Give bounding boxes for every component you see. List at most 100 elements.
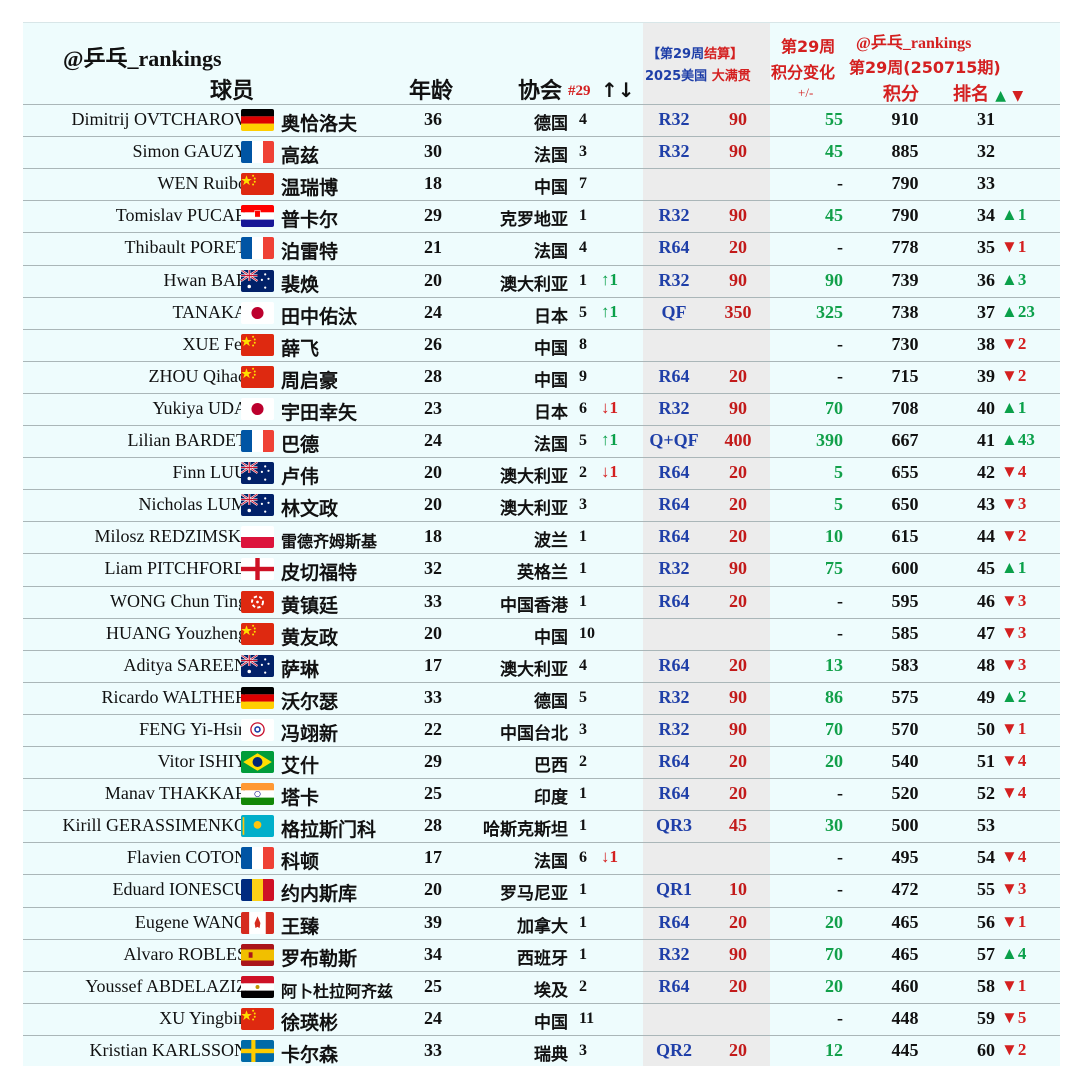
table-row: Manav THAKKAR 塔卡 25 印度 1 R64 20 - 520 52 ▼4 (23, 778, 1060, 810)
player-age: 24 (424, 1007, 442, 1028)
player-name-cn: 薛飞 (281, 337, 320, 360)
rank-movement: ▲3 (1001, 269, 1027, 289)
rank-movement: ▲2 (1001, 686, 1027, 706)
header-points: 积分 (883, 84, 919, 105)
ranking-points: 520 (891, 783, 919, 804)
player-name-cn: 普卡尔 (281, 209, 339, 232)
player-age: 39 (424, 911, 442, 932)
player-name: WEN Ruibo (157, 173, 248, 194)
player-name-cn: 卡尔森 (281, 1043, 339, 1066)
event-points: 20 (729, 1039, 747, 1060)
association: 法国 (534, 242, 568, 263)
points-change: 12 (825, 1039, 843, 1060)
rank-movement: ▲1 (1001, 397, 1027, 417)
player-name-cn: 徐瑛彬 (281, 1011, 339, 1034)
player-age: 28 (424, 365, 442, 386)
event-round: R64 (658, 237, 690, 258)
player-name: Aditya SAREEN (123, 654, 248, 675)
rank-movement: ▼4 (1001, 462, 1027, 482)
player-name-cn: 周启豪 (281, 369, 339, 392)
event-points: 20 (729, 654, 747, 675)
event-round: R32 (658, 943, 690, 964)
player-age: 20 (424, 879, 442, 900)
table-row: Kristian KARLSSON 卡尔森 33 瑞典 3 QR2 20 12 445 60 ▼2 (23, 1034, 1060, 1067)
rank-movement: ▼2 (1001, 333, 1027, 353)
event-round: R64 (658, 526, 690, 547)
world-rank: 53 (977, 815, 995, 836)
event-points: 20 (729, 462, 747, 483)
player-name: Flavien COTON (126, 847, 247, 868)
event-round: Q+QF (649, 430, 699, 450)
points-change: 86 (825, 686, 843, 707)
association-rank: 1 (579, 271, 587, 289)
association: 日本 (534, 402, 568, 423)
world-rank: 55 (977, 879, 995, 900)
france-flag-icon (241, 430, 274, 452)
player-age: 24 (424, 301, 442, 322)
player-name: Thibault PORET (124, 237, 248, 258)
association: 瑞典 (534, 1044, 568, 1065)
event-points: 90 (729, 718, 747, 739)
player-age: 25 (424, 783, 442, 804)
ranking-points: 667 (891, 430, 919, 450)
player-name: HUANG Youzheng (105, 622, 247, 643)
points-change: 45 (825, 205, 843, 226)
association: 哈斯克斯坦 (483, 820, 568, 841)
germany-flag-icon (241, 109, 274, 131)
player-name-cn: 宇田幸矢 (281, 401, 358, 424)
player-age: 36 (424, 109, 442, 129)
table-row: ZHOU Qihao 周启豪 28 中国 9 R64 20 - 715 39 ▼2 (23, 360, 1060, 393)
player-name-cn: 皮切福特 (281, 562, 358, 585)
player-name-cn: 奥恰洛夫 (281, 113, 358, 135)
header-rank29: #29 (568, 83, 591, 99)
romania-flag-icon (241, 879, 274, 902)
egypt-flag-icon (241, 975, 274, 998)
event-round: R64 (658, 494, 690, 515)
world-rank: 43 (977, 494, 995, 515)
points-change: 70 (825, 718, 843, 739)
player-age: 20 (424, 622, 442, 643)
points-change: - (837, 237, 843, 258)
association-rank: 4 (579, 111, 587, 128)
player-name: Kristian KARLSSON (89, 1039, 247, 1060)
brazil-flag-icon (241, 751, 274, 773)
ranking-points: 460 (891, 975, 919, 996)
event-points: 90 (729, 141, 747, 162)
event-round: R32 (658, 141, 690, 162)
association-rank: 1 (579, 207, 587, 225)
rank-movement: ▼2 (1001, 365, 1027, 385)
points-change: 390 (816, 430, 843, 450)
points-change: - (837, 622, 843, 643)
points-change: - (837, 879, 843, 900)
china-flag-icon (241, 622, 274, 645)
world-rank: 39 (977, 365, 995, 386)
points-change: - (837, 1007, 843, 1028)
china-flag-icon (241, 365, 274, 388)
player-name-cn: 约内斯库 (281, 883, 358, 906)
header-change-line3: +/- (798, 85, 814, 100)
points-change: 45 (825, 141, 843, 162)
world-rank: 46 (977, 590, 995, 611)
association-rank: 7 (579, 175, 587, 193)
association: 日本 (534, 306, 568, 327)
table-row: Eugene WANG 王臻 39 加拿大 1 R64 20 20 465 56 ▼1 (23, 906, 1060, 939)
table-row: Nicholas LUM 林文政 20 澳大利亚 3 R64 20 5 650 43 ▼3 (23, 489, 1060, 521)
world-rank: 40 (977, 397, 995, 418)
table-row: Lilian BARDET 巴德 24 法国 5 ↑1 Q+QF 400 390 667 41 ▲43 (23, 425, 1060, 457)
player-name: Finn LUU (172, 462, 247, 483)
player-age: 33 (424, 1039, 442, 1060)
association: 波兰 (534, 531, 568, 552)
world-rank: 42 (977, 462, 995, 483)
ranking-points: 540 (891, 751, 919, 771)
player-age: 20 (424, 462, 442, 483)
event-points: 90 (729, 205, 747, 226)
australia-flag-icon (241, 462, 274, 485)
event-round: QF (661, 301, 687, 322)
association: 澳大利亚 (500, 499, 568, 520)
association: 德国 (534, 691, 568, 712)
player-name: TANAKA (172, 301, 247, 322)
event-points: 20 (729, 975, 747, 996)
rank-movement: ▼4 (1001, 847, 1027, 867)
event-points: 90 (729, 109, 747, 129)
player-name-cn: 艾什 (281, 755, 320, 777)
